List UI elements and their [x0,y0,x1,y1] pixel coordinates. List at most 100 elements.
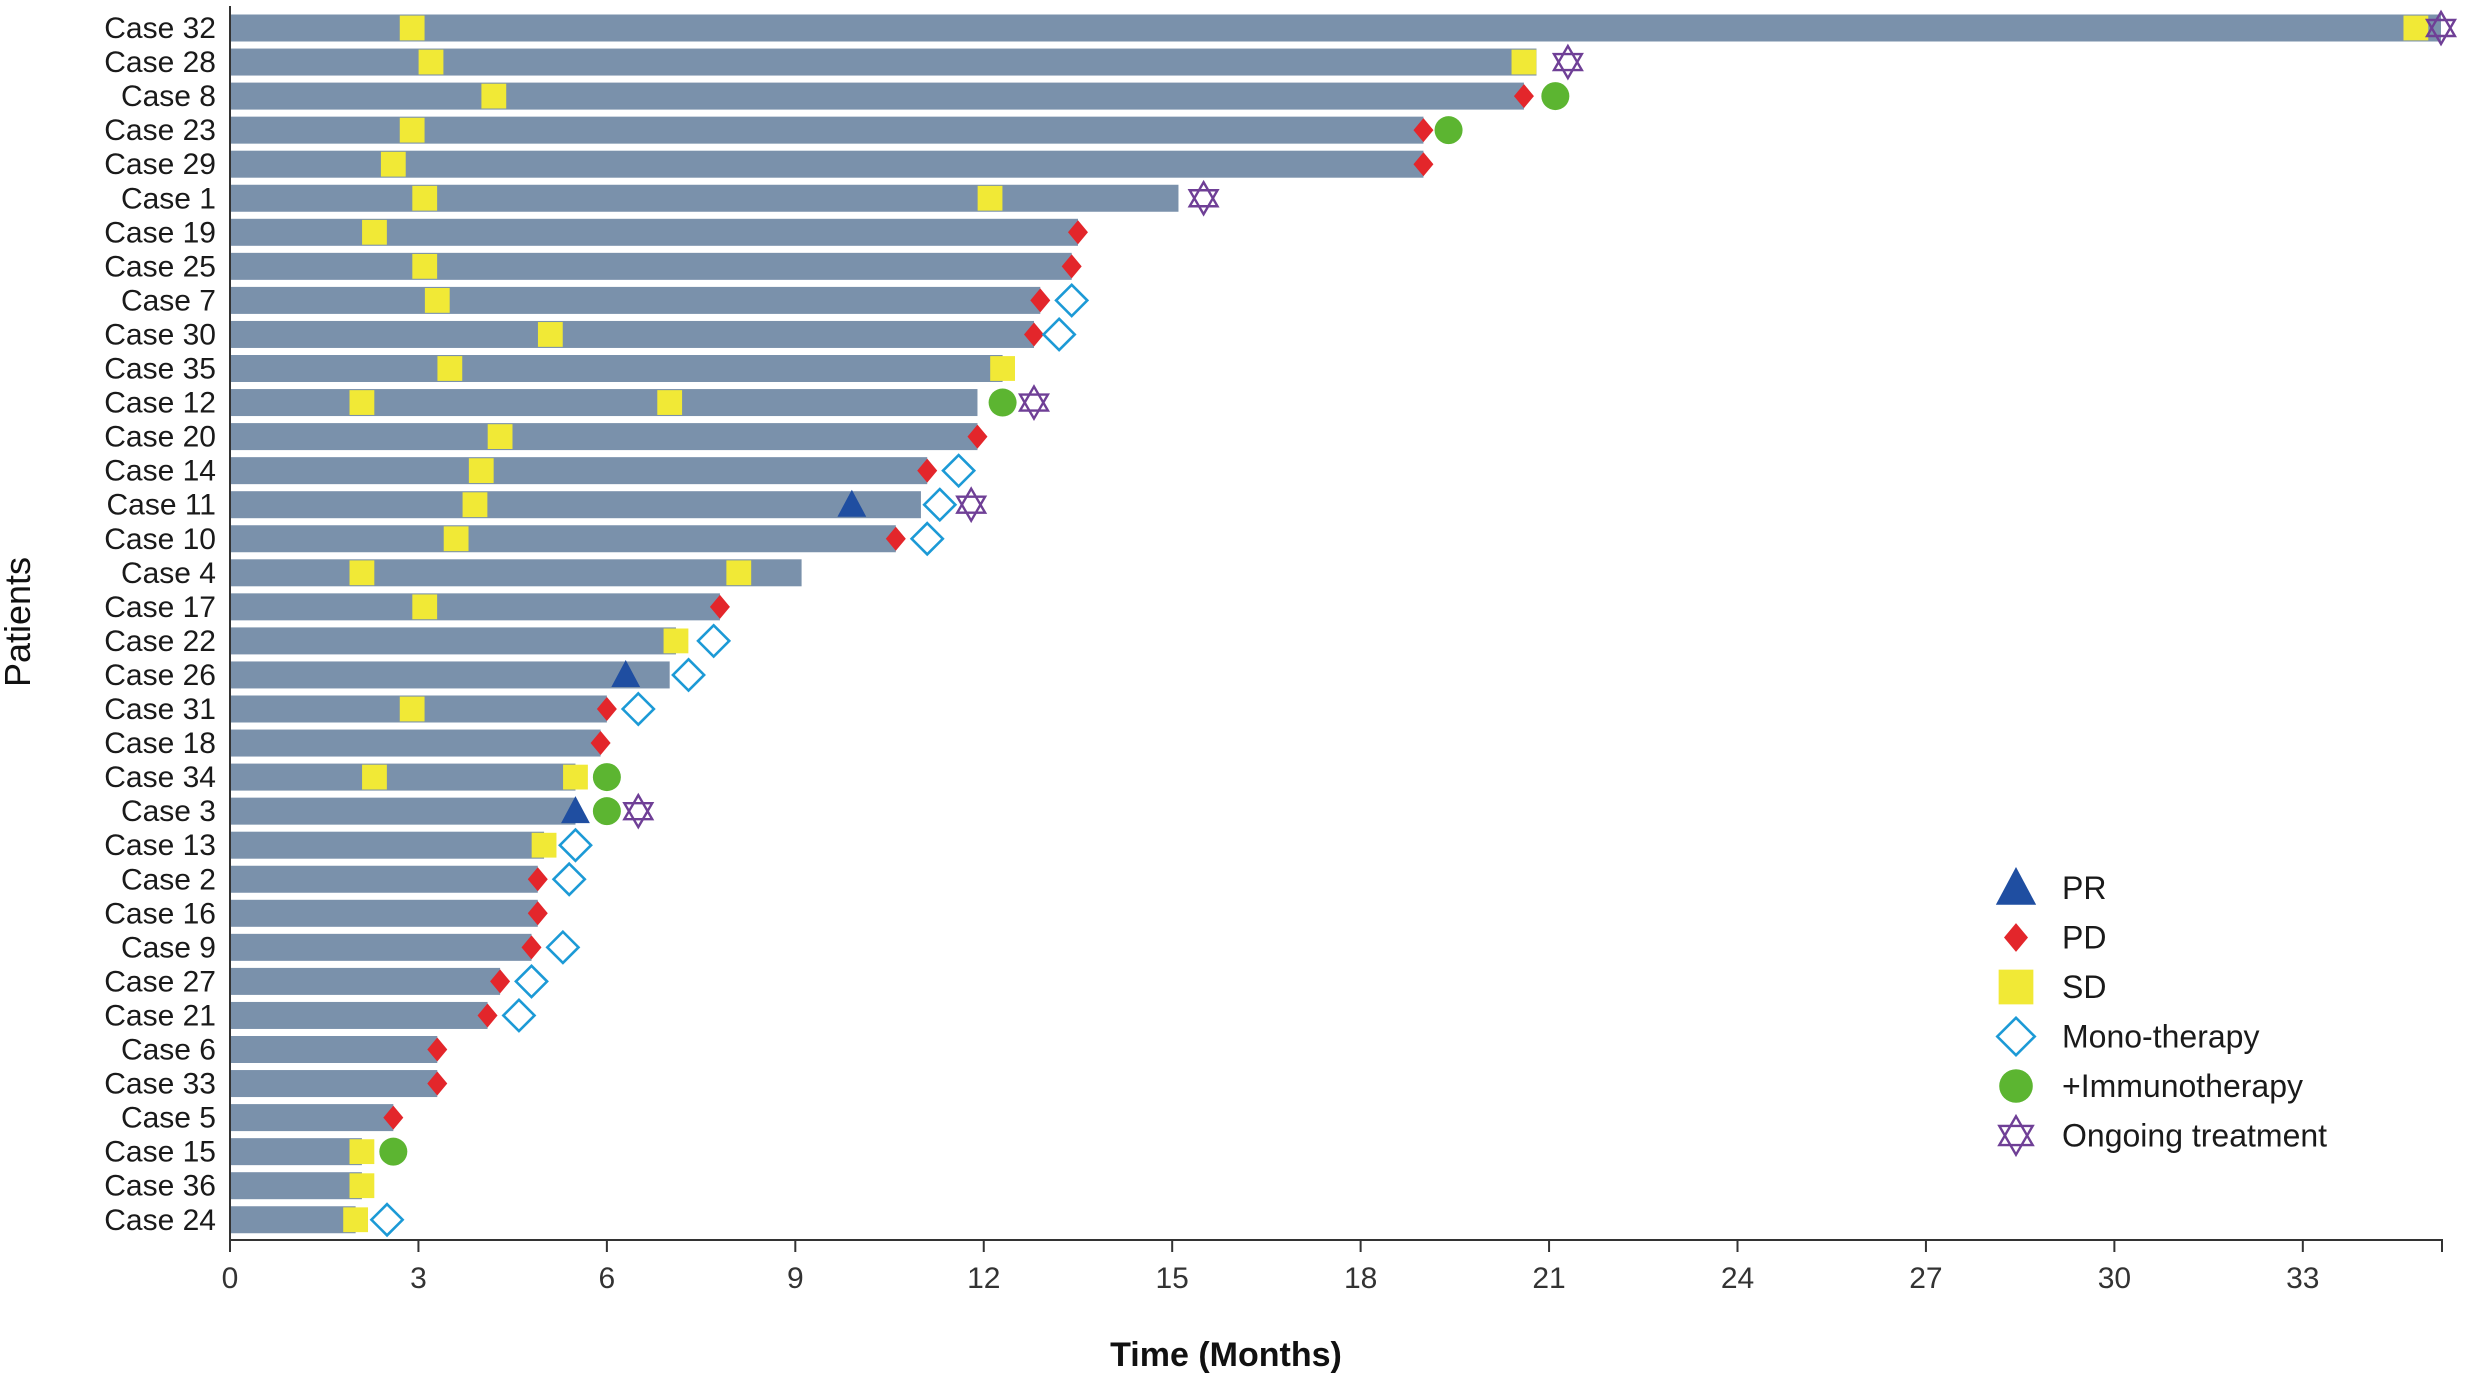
marker-case-11-ongoing-3 [955,486,988,524]
marker-case-32-sd-1 [2403,15,2429,41]
marker-case-7-sd-0 [424,288,450,313]
marker-case-10-mono-2 [909,521,945,557]
label-case-13: Case 13 [104,829,216,862]
bar-case-21 [230,1001,488,1029]
marker-case-11-sd-0 [462,492,488,518]
bars-layer [230,14,2441,1234]
label-case-14: Case 14 [104,455,216,488]
label-case-21: Case 21 [104,999,216,1032]
legend-label-pr: PR [2062,870,2106,906]
marker-case-14-pd-1 [917,458,938,483]
label-case-10: Case 10 [104,523,216,556]
marker-case-11-ongoing-3-up [955,486,988,514]
marker-case-12-ongoing-3 [1017,384,1051,421]
marker-case-9-pd-0 [521,935,542,960]
marker-case-31-pd-1 [596,697,617,721]
x-tick-label-6: 6 [599,1262,616,1295]
marker-case-3-ongoing-2 [622,792,655,830]
label-case-17: Case 17 [104,591,216,624]
marker-case-2-pd-0 [527,867,548,892]
marker-case-28-sd-1 [1511,49,1537,75]
bar-case-15 [230,1138,362,1166]
legend-marker-ongoing-up [1997,1113,2035,1147]
bar-case-36 [230,1172,362,1200]
label-case-9: Case 9 [121,931,216,964]
bar-case-26 [230,661,670,689]
marker-case-8-sd-0 [481,83,507,109]
bar-case-6 [230,1036,438,1063]
label-case-18: Case 18 [104,727,216,760]
legend-label-mono: Mono-therapy [2062,1019,2259,1055]
label-case-34: Case 34 [104,761,216,794]
bar-case-16 [230,899,538,927]
label-case-12: Case 12 [104,387,216,420]
bar-case-22 [230,627,676,655]
bar-case-2 [230,865,538,893]
marker-case-27-mono-1 [514,963,549,999]
bar-case-8 [230,82,1524,110]
marker-case-26-mono-1 [671,657,706,693]
bar-case-13 [230,831,545,859]
label-case-19: Case 19 [104,216,216,249]
marker-case-10-sd-0 [443,526,469,552]
marker-case-11-ongoing-3-down [955,495,988,524]
marker-case-23-immuno-2 [1434,116,1463,145]
marker-case-1-sd-0 [412,185,438,211]
marker-case-3-ongoing-2-up [622,792,655,821]
bar-case-34 [230,763,576,791]
label-case-1: Case 1 [121,182,216,215]
marker-case-1-sd-1 [977,185,1003,211]
x-tick-label-18: 18 [1344,1262,1377,1295]
marker-case-30-sd-0 [537,322,563,347]
label-case-11: Case 11 [106,489,216,522]
label-case-15: Case 15 [104,1136,216,1169]
marker-case-34-sd-1 [563,764,588,790]
label-case-23: Case 23 [104,114,216,147]
x-axis-title: Time (Months) [1110,1336,1342,1374]
bar-case-20 [230,423,978,451]
label-case-33: Case 33 [104,1068,216,1101]
y-axis-title: Patients [0,557,38,687]
bar-case-18 [230,729,601,757]
bar-case-9 [230,933,532,961]
label-case-27: Case 27 [104,965,216,998]
label-case-8: Case 8 [121,80,216,113]
marker-case-17-sd-0 [412,594,438,620]
label-case-29: Case 29 [104,148,216,181]
marker-case-31-mono-2 [620,691,656,727]
marker-case-30-pd-1 [1024,322,1044,347]
marker-case-3-ongoing-2-down [622,801,655,830]
label-case-25: Case 25 [104,250,216,283]
marker-case-31-sd-0 [399,696,425,722]
marker-case-3-pr-0 [561,796,590,824]
x-tick-label-12: 12 [967,1262,1000,1295]
label-case-24: Case 24 [104,1204,216,1237]
marker-case-35-sd-0 [437,356,463,381]
marker-case-1-ongoing-2-down [1187,189,1220,217]
marker-case-11-mono-2 [922,487,958,523]
label-case-28: Case 28 [104,46,216,79]
marker-case-8-immuno-2 [1541,82,1570,111]
bar-case-25 [230,252,1072,280]
marker-case-21-mono-1 [501,998,537,1033]
markers-layer [343,9,2458,1238]
marker-case-24-mono-1 [369,1202,405,1238]
x-tick-label-27: 27 [1909,1262,1942,1295]
marker-case-20-sd-0 [487,424,513,449]
marker-case-28-ongoing-2-down [1551,52,1584,81]
marker-case-11-pr-1 [837,489,867,517]
legend-marker-pd [2004,923,2028,952]
label-case-22: Case 22 [104,625,216,658]
marker-case-32-ongoing-2 [2424,9,2458,47]
x-tick-label-9: 9 [787,1262,804,1295]
marker-case-17-pd-1 [709,594,730,619]
x-axis: 0 3 6 9 12 15 18 21 24 27 30 33 [222,6,2443,1295]
marker-case-7-pd-1 [1030,288,1051,313]
legend-label-sd: SD [2062,969,2106,1005]
marker-case-28-ongoing-2-up [1551,43,1584,72]
marker-case-3-immuno-1 [592,797,621,826]
label-case-31: Case 31 [104,693,216,726]
bar-case-12 [230,389,978,417]
